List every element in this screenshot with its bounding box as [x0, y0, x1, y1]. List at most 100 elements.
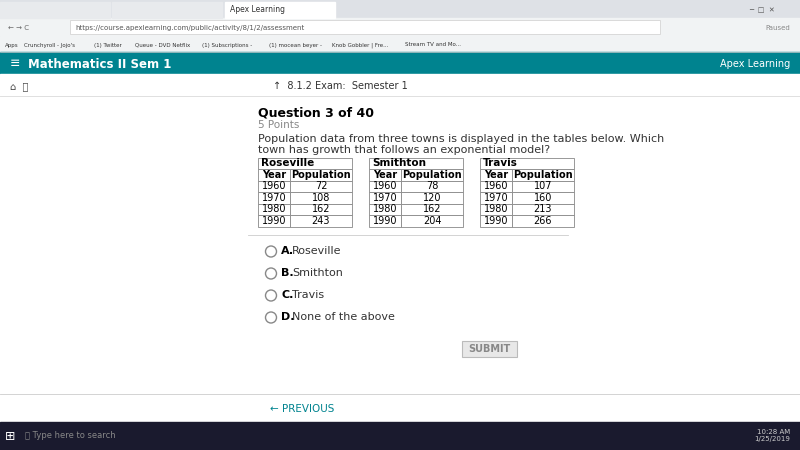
Bar	[0, 0, 800, 18]
Text: 243: 243	[312, 216, 330, 226]
Bar	[290, 180, 352, 192]
Text: 213: 213	[534, 204, 552, 214]
Text: 🔍 Type here to search: 🔍 Type here to search	[25, 432, 116, 441]
Text: A.: A.	[281, 247, 294, 256]
Bar	[225, 2, 335, 18]
Bar	[0, 36, 800, 52]
Text: ← PREVIOUS: ← PREVIOUS	[270, 404, 334, 414]
Text: Apex Learning: Apex Learning	[720, 59, 790, 69]
Text: D.: D.	[281, 312, 294, 323]
Text: 1990: 1990	[484, 216, 508, 226]
Bar	[0, 52, 800, 74]
Bar	[401, 192, 463, 203]
Bar	[112, 2, 222, 18]
Text: 10:28 AM
1/25/2019: 10:28 AM 1/25/2019	[754, 429, 790, 442]
Bar	[0, 74, 800, 96]
Text: Apps: Apps	[5, 42, 18, 48]
Bar	[480, 180, 512, 192]
Bar	[0, 18, 800, 36]
Text: Roseville: Roseville	[292, 247, 342, 256]
Bar	[462, 341, 517, 356]
Bar	[401, 215, 463, 226]
Text: 162: 162	[422, 204, 442, 214]
Text: 1960: 1960	[484, 181, 508, 191]
Bar	[369, 169, 401, 180]
Bar	[369, 180, 401, 192]
Text: Paused: Paused	[766, 25, 790, 31]
Bar	[258, 180, 290, 192]
Bar	[0, 422, 800, 450]
Text: ─  □  ✕: ─ □ ✕	[750, 7, 775, 13]
Bar	[369, 203, 401, 215]
Text: Travis: Travis	[292, 291, 324, 301]
Text: 78: 78	[426, 181, 438, 191]
Bar	[512, 215, 574, 226]
Text: 72: 72	[314, 181, 327, 191]
Bar	[480, 215, 512, 226]
Bar	[290, 169, 352, 180]
Text: 160: 160	[534, 193, 552, 203]
Text: 5 Points: 5 Points	[258, 120, 299, 130]
Text: Population: Population	[513, 170, 573, 180]
Text: 1970: 1970	[484, 193, 508, 203]
Bar	[369, 215, 401, 226]
Text: C.: C.	[281, 291, 294, 301]
Text: None of the above: None of the above	[292, 312, 395, 323]
Bar	[401, 169, 463, 180]
Text: 1990: 1990	[262, 216, 286, 226]
Text: Year: Year	[484, 170, 508, 180]
Text: Roseville: Roseville	[261, 158, 314, 168]
Bar	[258, 215, 290, 226]
Bar	[258, 192, 290, 203]
Text: (1) Twitter: (1) Twitter	[94, 42, 122, 48]
Text: Apex Learning: Apex Learning	[230, 5, 285, 14]
Text: Population data from three towns is displayed in the tables below. Which: Population data from three towns is disp…	[258, 134, 664, 144]
Text: town has growth that follows an exponential model?: town has growth that follows an exponent…	[258, 145, 550, 155]
Text: SUBMIT: SUBMIT	[468, 343, 510, 354]
Text: B.: B.	[281, 269, 294, 279]
Bar	[258, 203, 290, 215]
Text: 1970: 1970	[373, 193, 398, 203]
Text: 107: 107	[534, 181, 552, 191]
Text: Smithton: Smithton	[372, 158, 426, 168]
Bar	[258, 158, 352, 169]
Text: ← → C: ← → C	[8, 25, 29, 31]
Bar	[512, 180, 574, 192]
Bar	[480, 158, 574, 169]
Bar	[0, 2, 110, 18]
Text: 120: 120	[422, 193, 442, 203]
Bar	[70, 20, 660, 34]
Bar	[258, 169, 290, 180]
Text: 1980: 1980	[373, 204, 398, 214]
Bar	[480, 203, 512, 215]
Text: 266: 266	[534, 216, 552, 226]
Text: ↑  8.1.2 Exam:  Semester 1: ↑ 8.1.2 Exam: Semester 1	[273, 81, 407, 91]
Text: Knob Gobbler | Fre...: Knob Gobbler | Fre...	[332, 42, 389, 48]
Text: 1970: 1970	[262, 193, 286, 203]
Text: Smithton: Smithton	[292, 269, 343, 279]
Bar	[290, 192, 352, 203]
Text: https://course.apexlearning.com/public/activity/8/1/2/assessment: https://course.apexlearning.com/public/a…	[75, 25, 304, 31]
Bar	[70, 20, 660, 34]
Bar	[369, 158, 463, 169]
Text: Year: Year	[373, 170, 397, 180]
Text: Stream TV and Mo...: Stream TV and Mo...	[406, 42, 462, 48]
Text: Question 3 of 40: Question 3 of 40	[258, 106, 374, 119]
Text: 1990: 1990	[373, 216, 398, 226]
Bar	[0, 96, 800, 422]
Text: ⊞: ⊞	[5, 429, 15, 442]
Bar	[480, 169, 512, 180]
Bar	[290, 215, 352, 226]
Text: Queue - DVD Netflix: Queue - DVD Netflix	[135, 42, 190, 48]
Text: 204: 204	[422, 216, 442, 226]
Text: Mathematics II Sem 1: Mathematics II Sem 1	[28, 58, 171, 71]
Text: 108: 108	[312, 193, 330, 203]
Text: Travis: Travis	[483, 158, 518, 168]
Text: Population: Population	[291, 170, 351, 180]
Text: 162: 162	[312, 204, 330, 214]
Text: Population: Population	[402, 170, 462, 180]
Text: (1) mocean beyer -: (1) mocean beyer -	[269, 42, 322, 48]
Text: Crunchyroll - Jojo's: Crunchyroll - Jojo's	[24, 42, 75, 48]
Bar	[512, 169, 574, 180]
Bar	[512, 192, 574, 203]
